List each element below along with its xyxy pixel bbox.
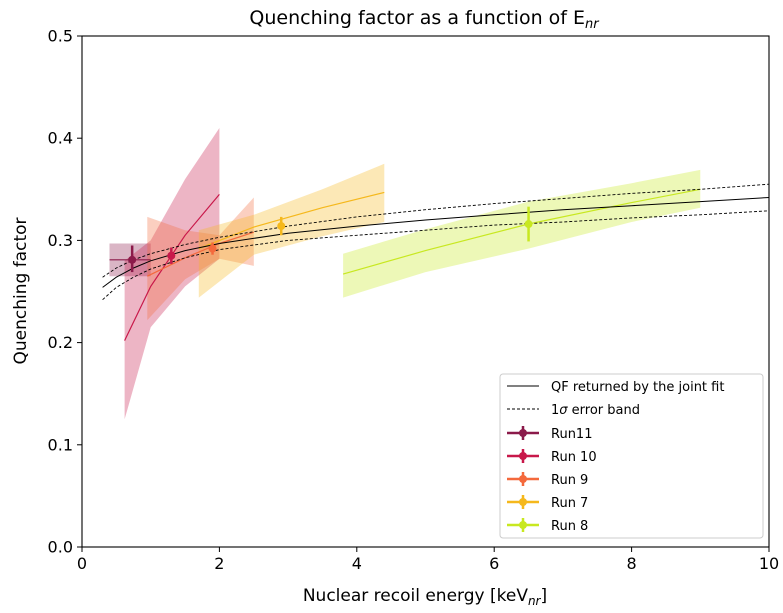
band-run9 (147, 197, 254, 321)
legend-joint-fit-label: QF returned by the joint fit (551, 380, 724, 395)
y-tick-label: 0.5 (48, 27, 73, 46)
legend-label-run10: Run 10 (551, 450, 597, 465)
point-run8 (524, 220, 533, 229)
error-band-lower (102, 210, 770, 301)
x-tick-label: 0 (77, 554, 87, 573)
legend-error-band-label: 1σ error band (551, 403, 640, 418)
fit-line-run10 (124, 194, 220, 341)
y-tick-label: 0.0 (48, 538, 73, 557)
joint-fit-line (102, 197, 770, 288)
point-run9 (208, 244, 217, 253)
band-run10 (124, 128, 220, 420)
legend-label-run11: Run11 (551, 427, 592, 442)
run-bands (109, 128, 701, 420)
legend: QF returned by the joint fit 1σ error ba… (499, 373, 764, 539)
x-tick-label: 10 (759, 554, 779, 573)
y-tick-label: 0.1 (48, 435, 73, 454)
x-axis: 0 2 4 6 8 10 (77, 547, 779, 573)
fit-line-run7 (198, 191, 385, 250)
title-subscript: nr (585, 17, 600, 32)
legend-label-run8: Run 8 (551, 519, 588, 534)
band-run7 (198, 163, 385, 298)
legend-box (499, 373, 764, 539)
point-run10 (167, 251, 176, 260)
legend-label-run9: Run 9 (551, 473, 588, 488)
legend-marker-run7 (519, 498, 527, 506)
plot-frame (81, 35, 770, 548)
legend-marker-run11 (519, 429, 527, 437)
joint-fit (102, 183, 770, 301)
error-band-upper (102, 183, 770, 278)
y-axis: 0.0 0.1 0.2 0.3 0.4 0.5 (48, 27, 82, 557)
chart-title: Quenching factor as a function of Enr (249, 7, 600, 32)
x-tick-label: 2 (214, 554, 224, 573)
point-run11 (128, 255, 137, 264)
legend-marker-run9 (519, 475, 527, 483)
y-tick-label: 0.3 (48, 231, 73, 250)
x-axis-label-subscript: nr (528, 594, 542, 608)
plot-area (102, 128, 770, 420)
y-tick-label: 0.4 (48, 129, 73, 148)
point-run7 (277, 222, 286, 231)
y-axis-label: Quenching factor (11, 217, 31, 364)
band-run8 (343, 169, 701, 298)
x-axis-label: Nuclear recoil energy [keVnr] (303, 586, 547, 608)
legend-label-run7: Run 7 (551, 496, 588, 511)
x-tick-label: 6 (489, 554, 499, 573)
fit-line-run9 (147, 231, 254, 277)
y-tick-label: 0.2 (48, 333, 73, 352)
x-tick-label: 8 (627, 554, 637, 573)
x-tick-label: 4 (352, 554, 362, 573)
legend-marker-run8 (519, 521, 527, 529)
data-points (128, 206, 533, 273)
legend-marker-run10 (519, 452, 527, 460)
